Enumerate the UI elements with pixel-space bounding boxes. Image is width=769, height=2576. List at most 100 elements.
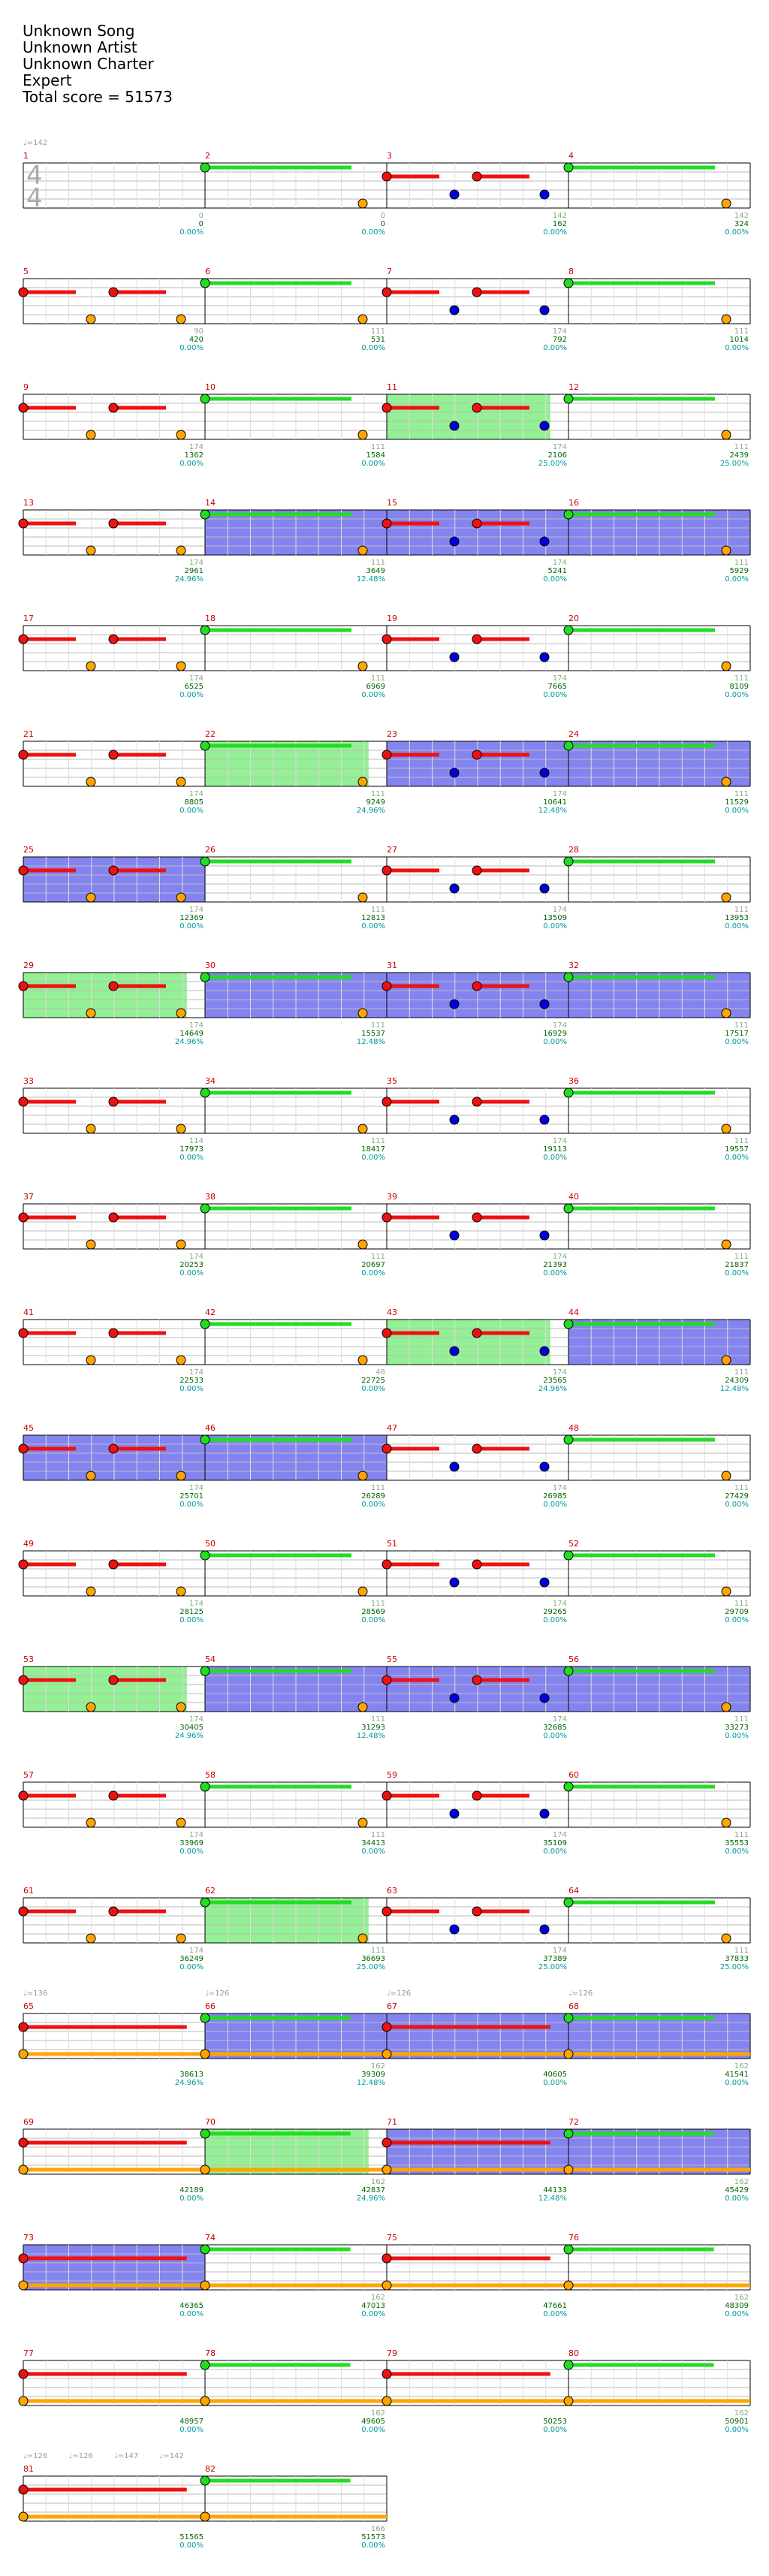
measure-score: 33969 — [179, 1839, 204, 1848]
note-red — [108, 1443, 119, 1454]
measure-score: 5929 — [730, 567, 749, 575]
measure-percentage: 0.00% — [543, 2079, 567, 2087]
measure-number: 16 — [568, 498, 579, 508]
star-power-section — [23, 1667, 187, 1712]
tempo-marker: ♩=126 — [387, 1989, 411, 1998]
measure-percentage: 0.00% — [725, 1848, 749, 1856]
measure-score: 8109 — [730, 683, 749, 691]
measure-number: 48 — [568, 1423, 579, 1433]
measure-number: 52 — [568, 1539, 579, 1549]
measure-percentage: 0.00% — [543, 575, 567, 584]
note-orange — [357, 1008, 368, 1018]
note-count: 111 — [371, 559, 385, 567]
measure-score: 24309 — [725, 1377, 749, 1385]
note-chord — [539, 189, 550, 200]
note-orange — [721, 1586, 731, 1597]
measure-percentage: 0.00% — [179, 1963, 204, 1971]
measure-number: 66 — [205, 2001, 216, 2011]
note-count: 174 — [553, 1831, 567, 1839]
time-signature-bottom: 4 — [26, 183, 43, 213]
note-red — [381, 171, 392, 182]
note-orange — [721, 314, 731, 324]
note-chord — [86, 545, 96, 556]
note-chord — [86, 777, 96, 787]
note-orange — [357, 1817, 368, 1828]
measure-score: 1584 — [366, 451, 385, 460]
note-green — [563, 1550, 574, 1561]
note-orange — [200, 2164, 210, 2175]
note-red — [18, 865, 29, 876]
measure-score: 37389 — [543, 1955, 567, 1963]
note-green — [200, 2244, 210, 2255]
note-red — [18, 2369, 29, 2379]
note-count: 162 — [734, 2178, 749, 2186]
measure-score: 41541 — [725, 2071, 749, 2079]
measure-number: 79 — [387, 2348, 397, 2358]
note-count: 174 — [553, 674, 567, 683]
note-red — [472, 865, 482, 876]
tempo-marker: ♩=126 — [568, 1989, 593, 1998]
note-orange — [721, 545, 731, 556]
measure-number: 67 — [387, 2001, 397, 2011]
note-red — [108, 1328, 119, 1338]
note-green — [563, 2128, 574, 2139]
note-green — [563, 1319, 574, 1329]
measure-percentage: 0.00% — [361, 1501, 385, 1509]
note-chord — [539, 652, 550, 662]
measure-score: 46365 — [179, 2302, 204, 2310]
note-chord — [539, 536, 550, 547]
note-green — [563, 278, 574, 288]
note-red — [18, 1675, 29, 1685]
measure-number: 82 — [205, 2464, 216, 2474]
note-chord — [86, 1702, 96, 1712]
measure-percentage: 0.00% — [543, 1269, 567, 1277]
measure-score: 16929 — [543, 1030, 567, 1038]
note-red — [18, 1096, 29, 1107]
measure-score: 34413 — [361, 1839, 385, 1848]
note-green — [563, 1434, 574, 1445]
note-red — [472, 1790, 482, 1801]
measure-percentage: 12.48% — [538, 807, 567, 815]
note-red — [18, 1906, 29, 1917]
measure-number: 10 — [205, 382, 216, 392]
note-green — [200, 1550, 210, 1561]
note-count: 174 — [553, 559, 567, 567]
note-green — [200, 2475, 210, 2486]
star-power-section — [205, 2129, 369, 2174]
measure-number: 75 — [387, 2233, 397, 2243]
measure-number: 64 — [568, 1886, 579, 1896]
measure-score: 17973 — [179, 1145, 204, 1154]
measure-percentage: 24.96% — [175, 2079, 204, 2087]
note-orange — [357, 198, 368, 209]
note-chord — [539, 1577, 550, 1588]
note-chord — [176, 1124, 186, 1134]
note-chord — [449, 1115, 460, 1125]
note-chord — [539, 421, 550, 431]
note-chord — [176, 430, 186, 440]
note-chord — [449, 421, 460, 431]
measure-percentage: 0.00% — [361, 1154, 385, 1162]
measure-percentage: 0.00% — [543, 228, 567, 237]
measure-number: 11 — [387, 382, 397, 392]
measure-score: 30405 — [179, 1724, 204, 1732]
note-count: 162 — [371, 2294, 385, 2302]
note-orange — [721, 1008, 731, 1018]
measure-score: 3649 — [366, 567, 385, 575]
note-count: 174 — [189, 443, 204, 451]
measure-number: 73 — [23, 2233, 34, 2243]
note-count: 174 — [553, 790, 567, 798]
note-green — [200, 1319, 210, 1329]
note-orange — [357, 777, 368, 787]
song-header: Unknown Song Unknown Artist Unknown Char… — [23, 23, 173, 105]
note-orange — [18, 2164, 29, 2175]
measure-score: 35109 — [543, 1839, 567, 1848]
note-red — [18, 1559, 29, 1570]
measure-number: 44 — [568, 1308, 579, 1317]
measure-score: 19557 — [725, 1145, 749, 1154]
tempo-marker: ♩=142 — [160, 2452, 184, 2460]
measure-score: 49605 — [361, 2418, 385, 2426]
star-power-section — [387, 394, 550, 439]
measure-percentage: 0.00% — [179, 1385, 204, 1393]
measure-score: 36249 — [179, 1955, 204, 1963]
note-red — [381, 1096, 392, 1107]
